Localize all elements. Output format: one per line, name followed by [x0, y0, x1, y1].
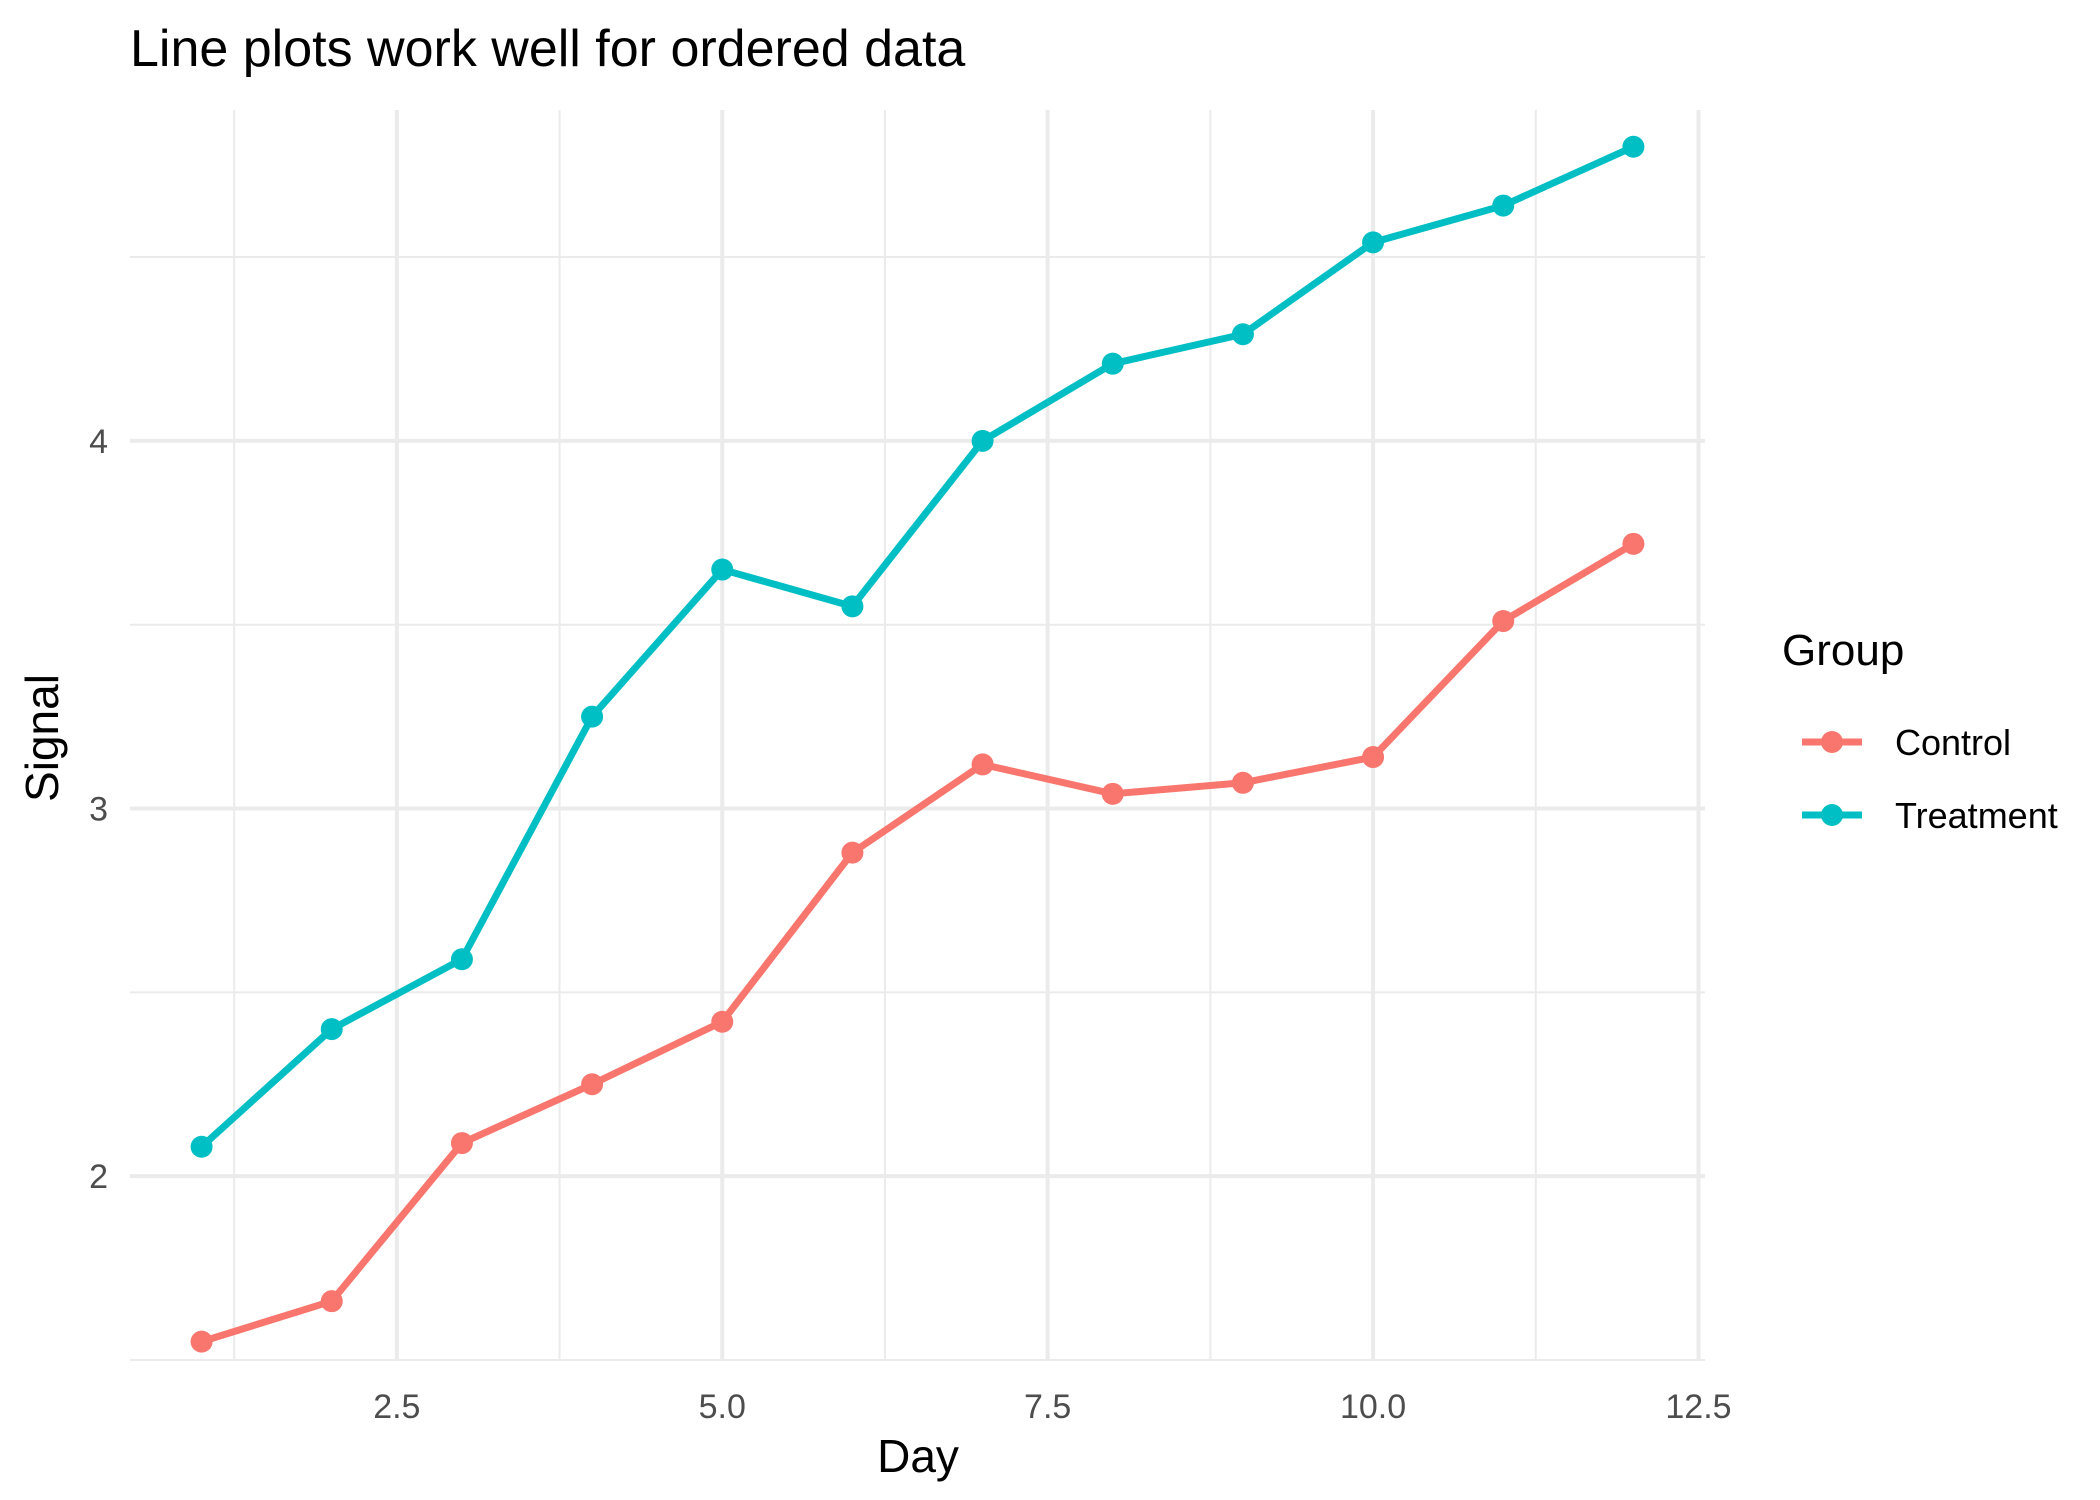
legend-label-control: Control — [1895, 722, 2011, 763]
data-point-control — [1362, 746, 1385, 769]
minor-gridlines — [130, 110, 1705, 1361]
data-point-control — [581, 1073, 604, 1096]
data-point-treatment — [971, 429, 994, 452]
series-lines — [198, 143, 1637, 1346]
data-point-control — [190, 1330, 213, 1353]
y-tick-label: 2 — [89, 1158, 108, 1196]
y-tick-label: 3 — [89, 791, 108, 829]
series-line-treatment — [198, 143, 1637, 1151]
y-axis-ticks: 2 3 4 — [89, 423, 108, 1196]
y-axis-title: Signal — [16, 674, 68, 802]
legend-items: Control Treatment — [1802, 722, 2058, 836]
data-point-treatment — [581, 705, 604, 728]
x-tick-label: 2.5 — [373, 1388, 420, 1426]
legend-title: Group — [1782, 626, 1904, 675]
legend-label-treatment: Treatment — [1895, 795, 2058, 836]
chart-title: Line plots work well for ordered data — [130, 20, 965, 78]
data-point-control — [711, 1010, 734, 1033]
y-tick-label: 4 — [89, 423, 108, 461]
data-point-treatment — [711, 558, 734, 581]
data-point-treatment — [1362, 231, 1385, 254]
data-point-control — [971, 753, 994, 776]
data-point-treatment — [450, 948, 473, 971]
series-points — [190, 135, 1645, 1353]
major-gridlines — [130, 110, 1705, 1360]
legend-key-point-control — [1821, 731, 1843, 753]
data-point-treatment — [190, 1135, 213, 1158]
data-point-control — [841, 841, 864, 864]
legend-key-point-treatment — [1821, 804, 1843, 826]
series-line-control — [198, 540, 1637, 1346]
x-axis-title: Day — [877, 1430, 959, 1482]
x-tick-label: 10.0 — [1340, 1388, 1406, 1426]
data-point-treatment — [1622, 135, 1645, 158]
x-tick-label: 7.5 — [1024, 1388, 1071, 1426]
data-point-treatment — [1231, 323, 1254, 346]
data-point-treatment — [320, 1018, 343, 1041]
data-point-control — [1492, 610, 1515, 633]
data-point-control — [1101, 782, 1124, 805]
data-point-control — [320, 1290, 343, 1313]
data-point-treatment — [841, 595, 864, 618]
data-point-control — [1231, 771, 1254, 794]
x-tick-label: 5.0 — [699, 1388, 746, 1426]
data-point-treatment — [1492, 194, 1515, 217]
data-point-control — [450, 1132, 473, 1155]
x-tick-label: 12.5 — [1665, 1388, 1731, 1426]
x-axis-ticks: 2.5 5.0 7.5 10.0 12.5 — [373, 1388, 1731, 1426]
data-point-treatment — [1101, 352, 1124, 375]
data-point-control — [1622, 532, 1645, 555]
legend: Group Control Treatment — [1782, 626, 2058, 836]
